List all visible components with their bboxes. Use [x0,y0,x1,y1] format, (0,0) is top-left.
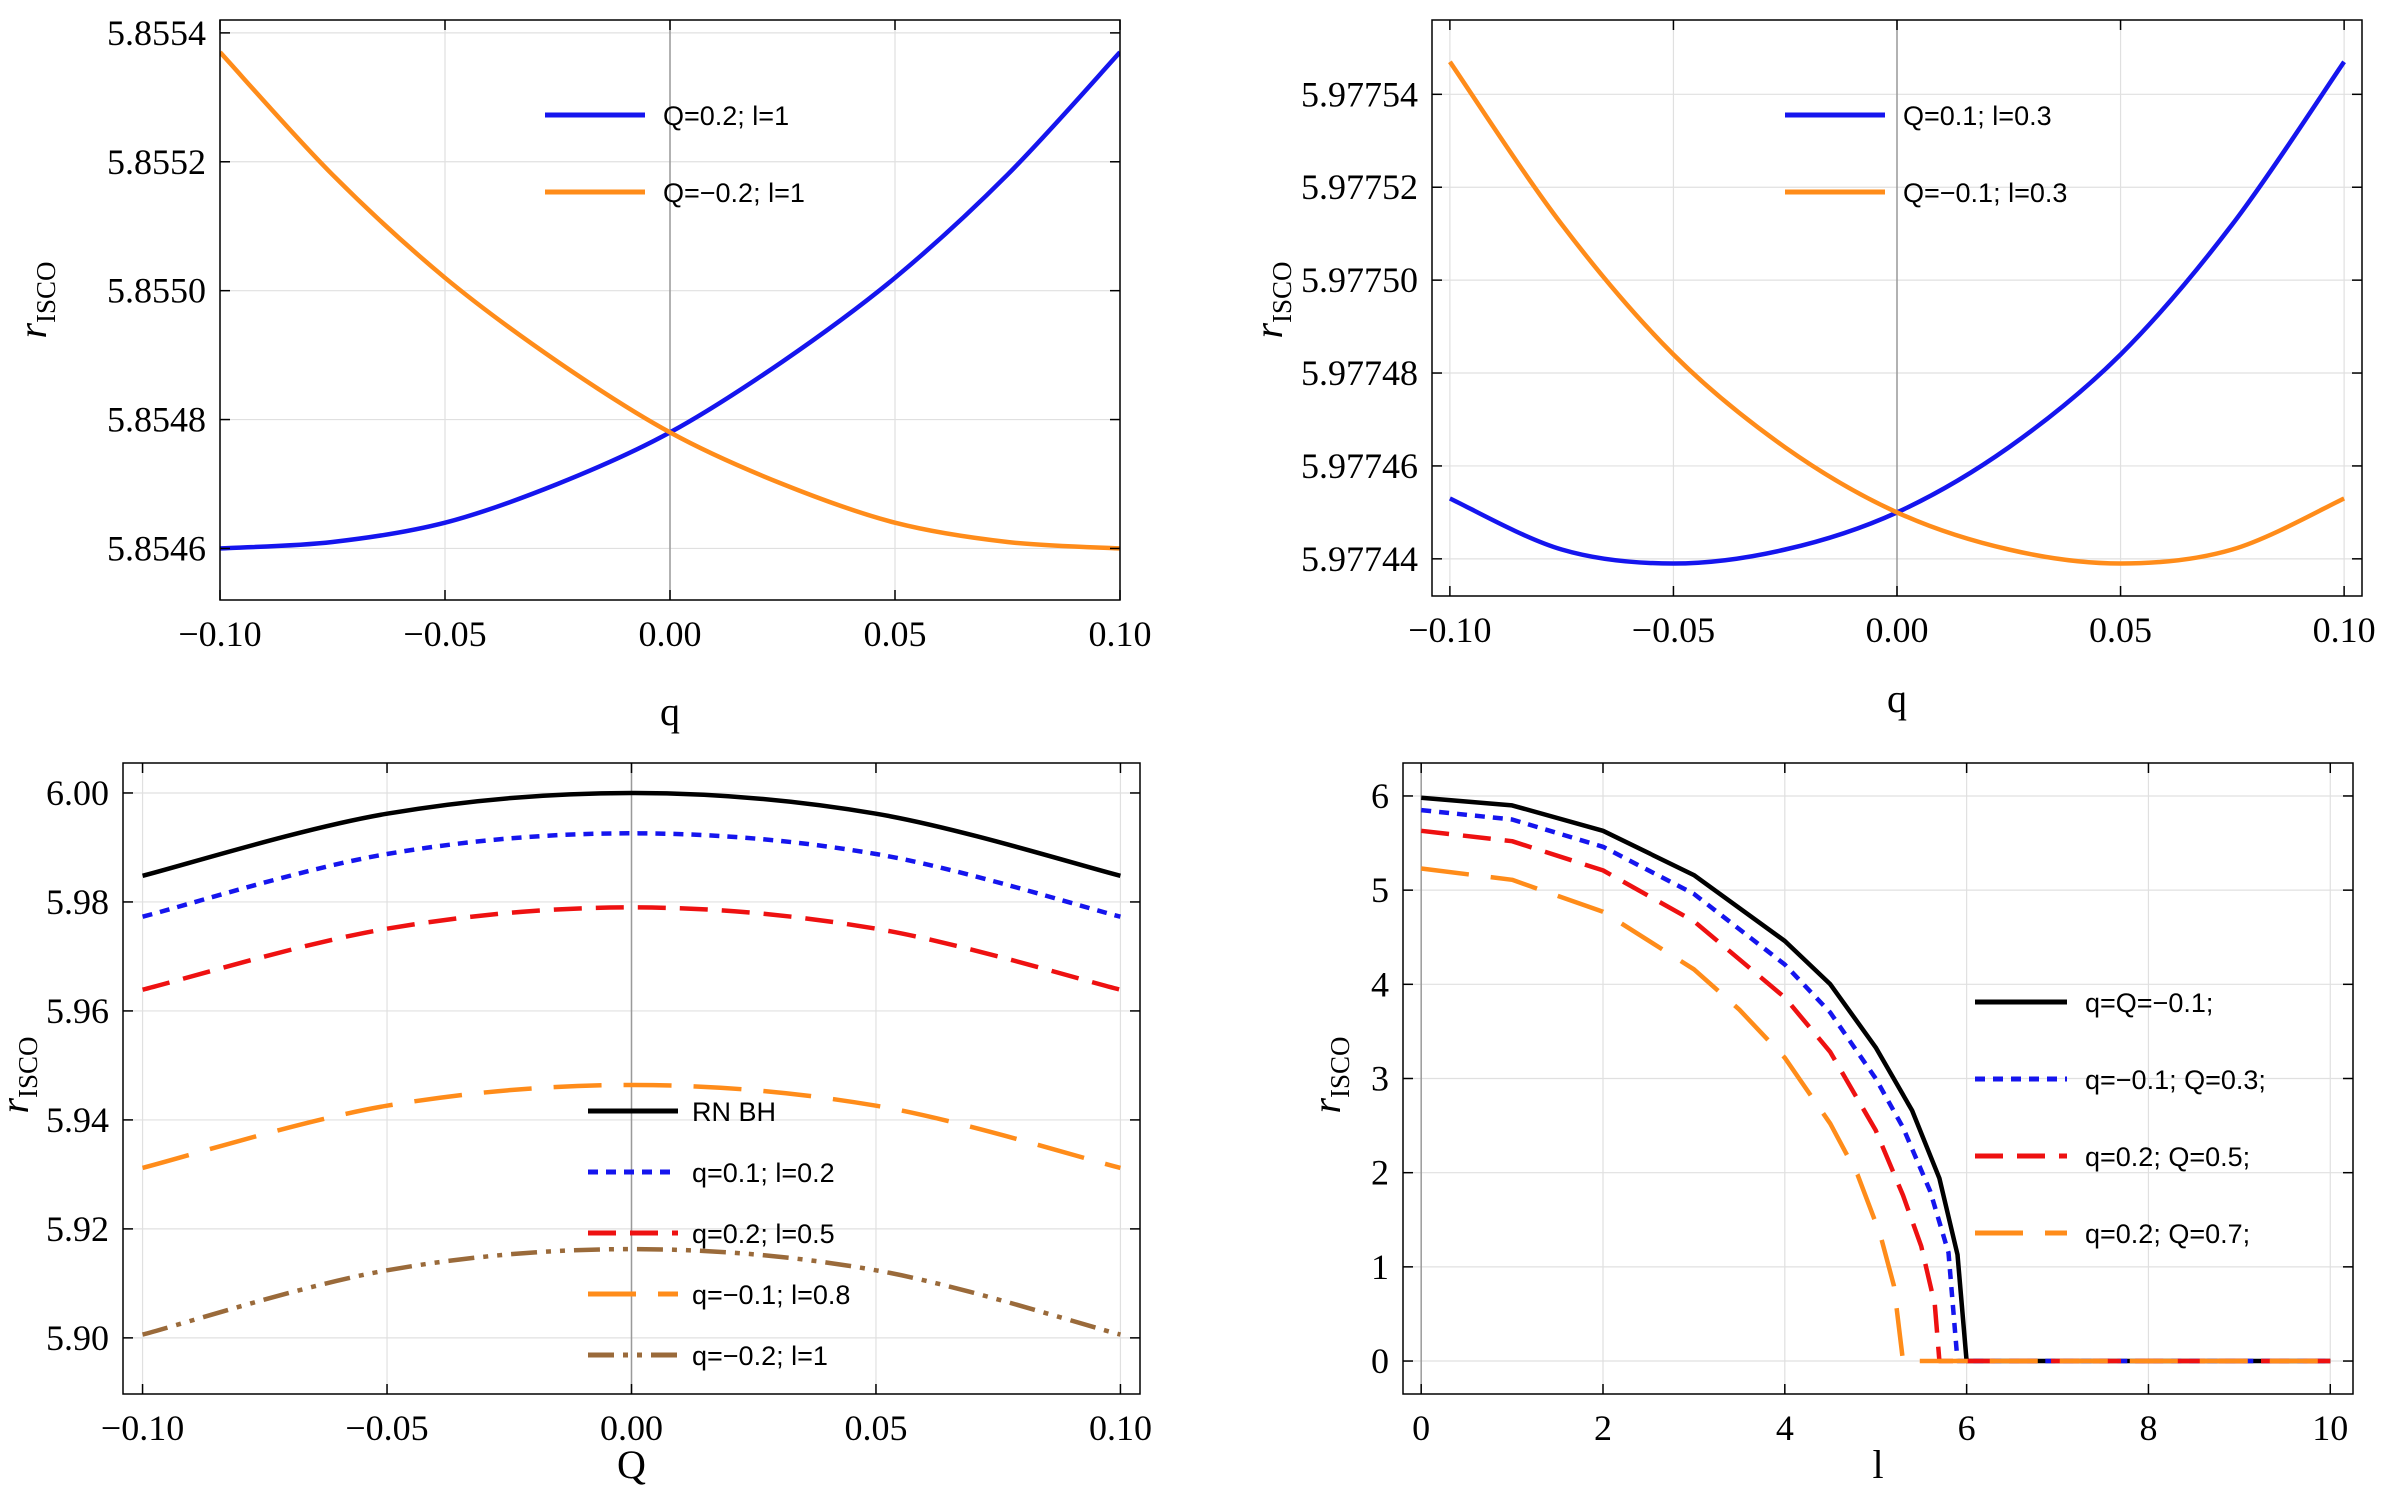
series-line-1 [1448,60,2346,566]
x-tick-label: 0.00 [639,614,702,654]
series-line-2 [1448,60,2346,566]
series-group [1448,60,2346,566]
legend-label-1: RN BH [692,1097,776,1127]
y-tick-label: 5 [1371,870,1389,910]
y-axis-label-main: r [0,1098,37,1114]
x-axis-label: l [1872,1442,1883,1487]
x-axis-label: q [660,689,680,734]
x-tick-label: 4 [1776,1408,1794,1448]
chart-3: −0.10 −0.05 0.00 0.05 0.10 5.90 5.92 5.94 5.96 5.… [0,762,1152,1487]
y-axis-label: rISCO [10,261,61,338]
legend: q=Q=−0.1; q=−0.1; Q=0.3; q=0.2; Q=0.5; q=0.… [1975,988,2266,1249]
y-axis-label-main: r [10,323,55,339]
y-tick-label: 5.97752 [1301,167,1418,207]
legend: Q=0.2; l=1 Q=−0.2; l=1 [545,101,805,208]
x-tick-label: −0.10 [178,614,261,654]
y-tick-label: 5.90 [46,1318,109,1358]
y-axis-label-main: r [1246,323,1291,339]
series-line-4 [1420,866,2331,1364]
legend-label-2: q=0.1; l=0.2 [692,1158,835,1188]
legend-label-4: q=0.2; Q=0.7; [2085,1219,2250,1249]
y-axis-label: rISCO [0,1036,43,1113]
series-line-3 [1420,828,2331,1364]
y-tick-label: 5.97744 [1301,539,1418,579]
y-tick-label: 5.97746 [1301,446,1418,486]
x-tick-label: 0.00 [600,1408,663,1448]
legend-label-1: Q=0.2; l=1 [663,101,789,131]
x-tick-label: −0.05 [403,614,486,654]
x-tick-label: 0.05 [864,614,927,654]
y-tick-label: 3 [1371,1059,1389,1099]
x-tick-label: 0.00 [1866,610,1929,650]
legend-label-5: q=−0.2; l=1 [692,1341,828,1371]
y-axis-label: rISCO [1304,1036,1355,1113]
legend-label-1: Q=0.1; l=0.3 [1903,101,2052,131]
y-tick-label: 0 [1371,1341,1389,1381]
series-line-4 [142,1082,1121,1171]
x-tick-label: −0.10 [101,1408,184,1448]
series-line-2 [142,831,1121,919]
legend-label-3: q=0.2; l=0.5 [692,1219,835,1249]
series-group [220,50,1120,551]
x-tick-label: 0.10 [1089,1408,1152,1448]
y-axis-label-subscript: ISCO [31,261,61,323]
y-tick-label: 5.8548 [107,400,206,440]
x-tick-label: 8 [2139,1408,2157,1448]
y-tick-label: 5.92 [46,1209,109,1249]
y-axis-label-subscript: ISCO [1267,261,1297,323]
y-tick-label: 6 [1371,776,1389,816]
chart-1: −0.10 −0.05 0.00 0.05 0.10 5.8546 5.8548 5.8550… [10,13,1152,734]
series-line-1 [1421,795,2331,1364]
y-tick-label: 5.8550 [107,271,206,311]
x-tick-label: −0.05 [345,1408,428,1448]
series-line-1 [220,50,1120,551]
x-tick-label: 0.05 [2089,610,2152,650]
x-axis-label: Q [617,1442,646,1487]
y-tick-label: 5.97748 [1301,353,1418,393]
legend-label-2: Q=−0.1; l=0.3 [1903,178,2067,208]
x-tick-label: 0.10 [2313,610,2376,650]
x-tick-label: 10 [2312,1408,2348,1448]
y-tick-label: 5.97750 [1301,260,1418,300]
x-axis-label: q [1887,676,1907,721]
x-tick-label: −0.10 [1408,610,1491,650]
chart-4: 0 2 4 6 8 10 0 1 2 3 4 5 6 l rISCO q=Q=−0.1; q=−0.1; Q=0… [1304,762,2354,1487]
y-tick-label: 1 [1371,1247,1389,1287]
x-tick-label: −0.05 [1632,610,1715,650]
y-tick-label: 5.94 [46,1100,109,1140]
x-tick-label: 6 [1958,1408,1976,1448]
y-tick-label: 5.98 [46,882,109,922]
legend-label-2: Q=−0.2; l=1 [663,178,805,208]
series-group [142,790,1121,1337]
series-line-1 [142,790,1121,878]
x-tick-label: 0.10 [1089,614,1152,654]
y-axis-label: rISCO [1246,261,1297,338]
y-axis-label-main: r [1304,1098,1349,1114]
series-line-2 [1420,807,2331,1364]
legend-label-2: q=−0.1; Q=0.3; [2085,1065,2266,1095]
y-tick-label: 6.00 [46,773,109,813]
y-tick-label: 2 [1371,1153,1389,1193]
series-line-5 [142,1246,1121,1337]
x-tick-label: 2 [1594,1408,1612,1448]
y-tick-label: 5.8546 [107,528,206,568]
y-tick-label: 5.8552 [107,142,206,182]
y-axis-label-subscript: ISCO [1325,1036,1355,1098]
chart-2: −0.10 −0.05 0.00 0.05 0.10 5.97744 5.97746 5.97… [1246,19,2376,721]
x-tick-label: 0.05 [844,1408,907,1448]
y-axis-label-subscript: ISCO [13,1036,43,1098]
y-tick-label: 5.8554 [107,13,206,53]
legend: Q=0.1; l=0.3 Q=−0.1; l=0.3 [1785,101,2067,208]
y-tick-label: 4 [1371,964,1389,1004]
legend-label-3: q=0.2; Q=0.5; [2085,1142,2250,1172]
x-tick-label: 0 [1412,1408,1430,1448]
y-tick-label: 5.96 [46,991,109,1031]
legend: RN BH q=0.1; l=0.2 q=0.2; l=0.5 q=−0.1; l=0… [588,1097,850,1371]
legend-label-4: q=−0.1; l=0.8 [692,1280,850,1310]
legend-label-1: q=Q=−0.1; [2085,988,2213,1018]
series-line-2 [220,50,1120,551]
y-tick-label: 5.97754 [1301,74,1418,114]
series-group [1420,795,2331,1364]
